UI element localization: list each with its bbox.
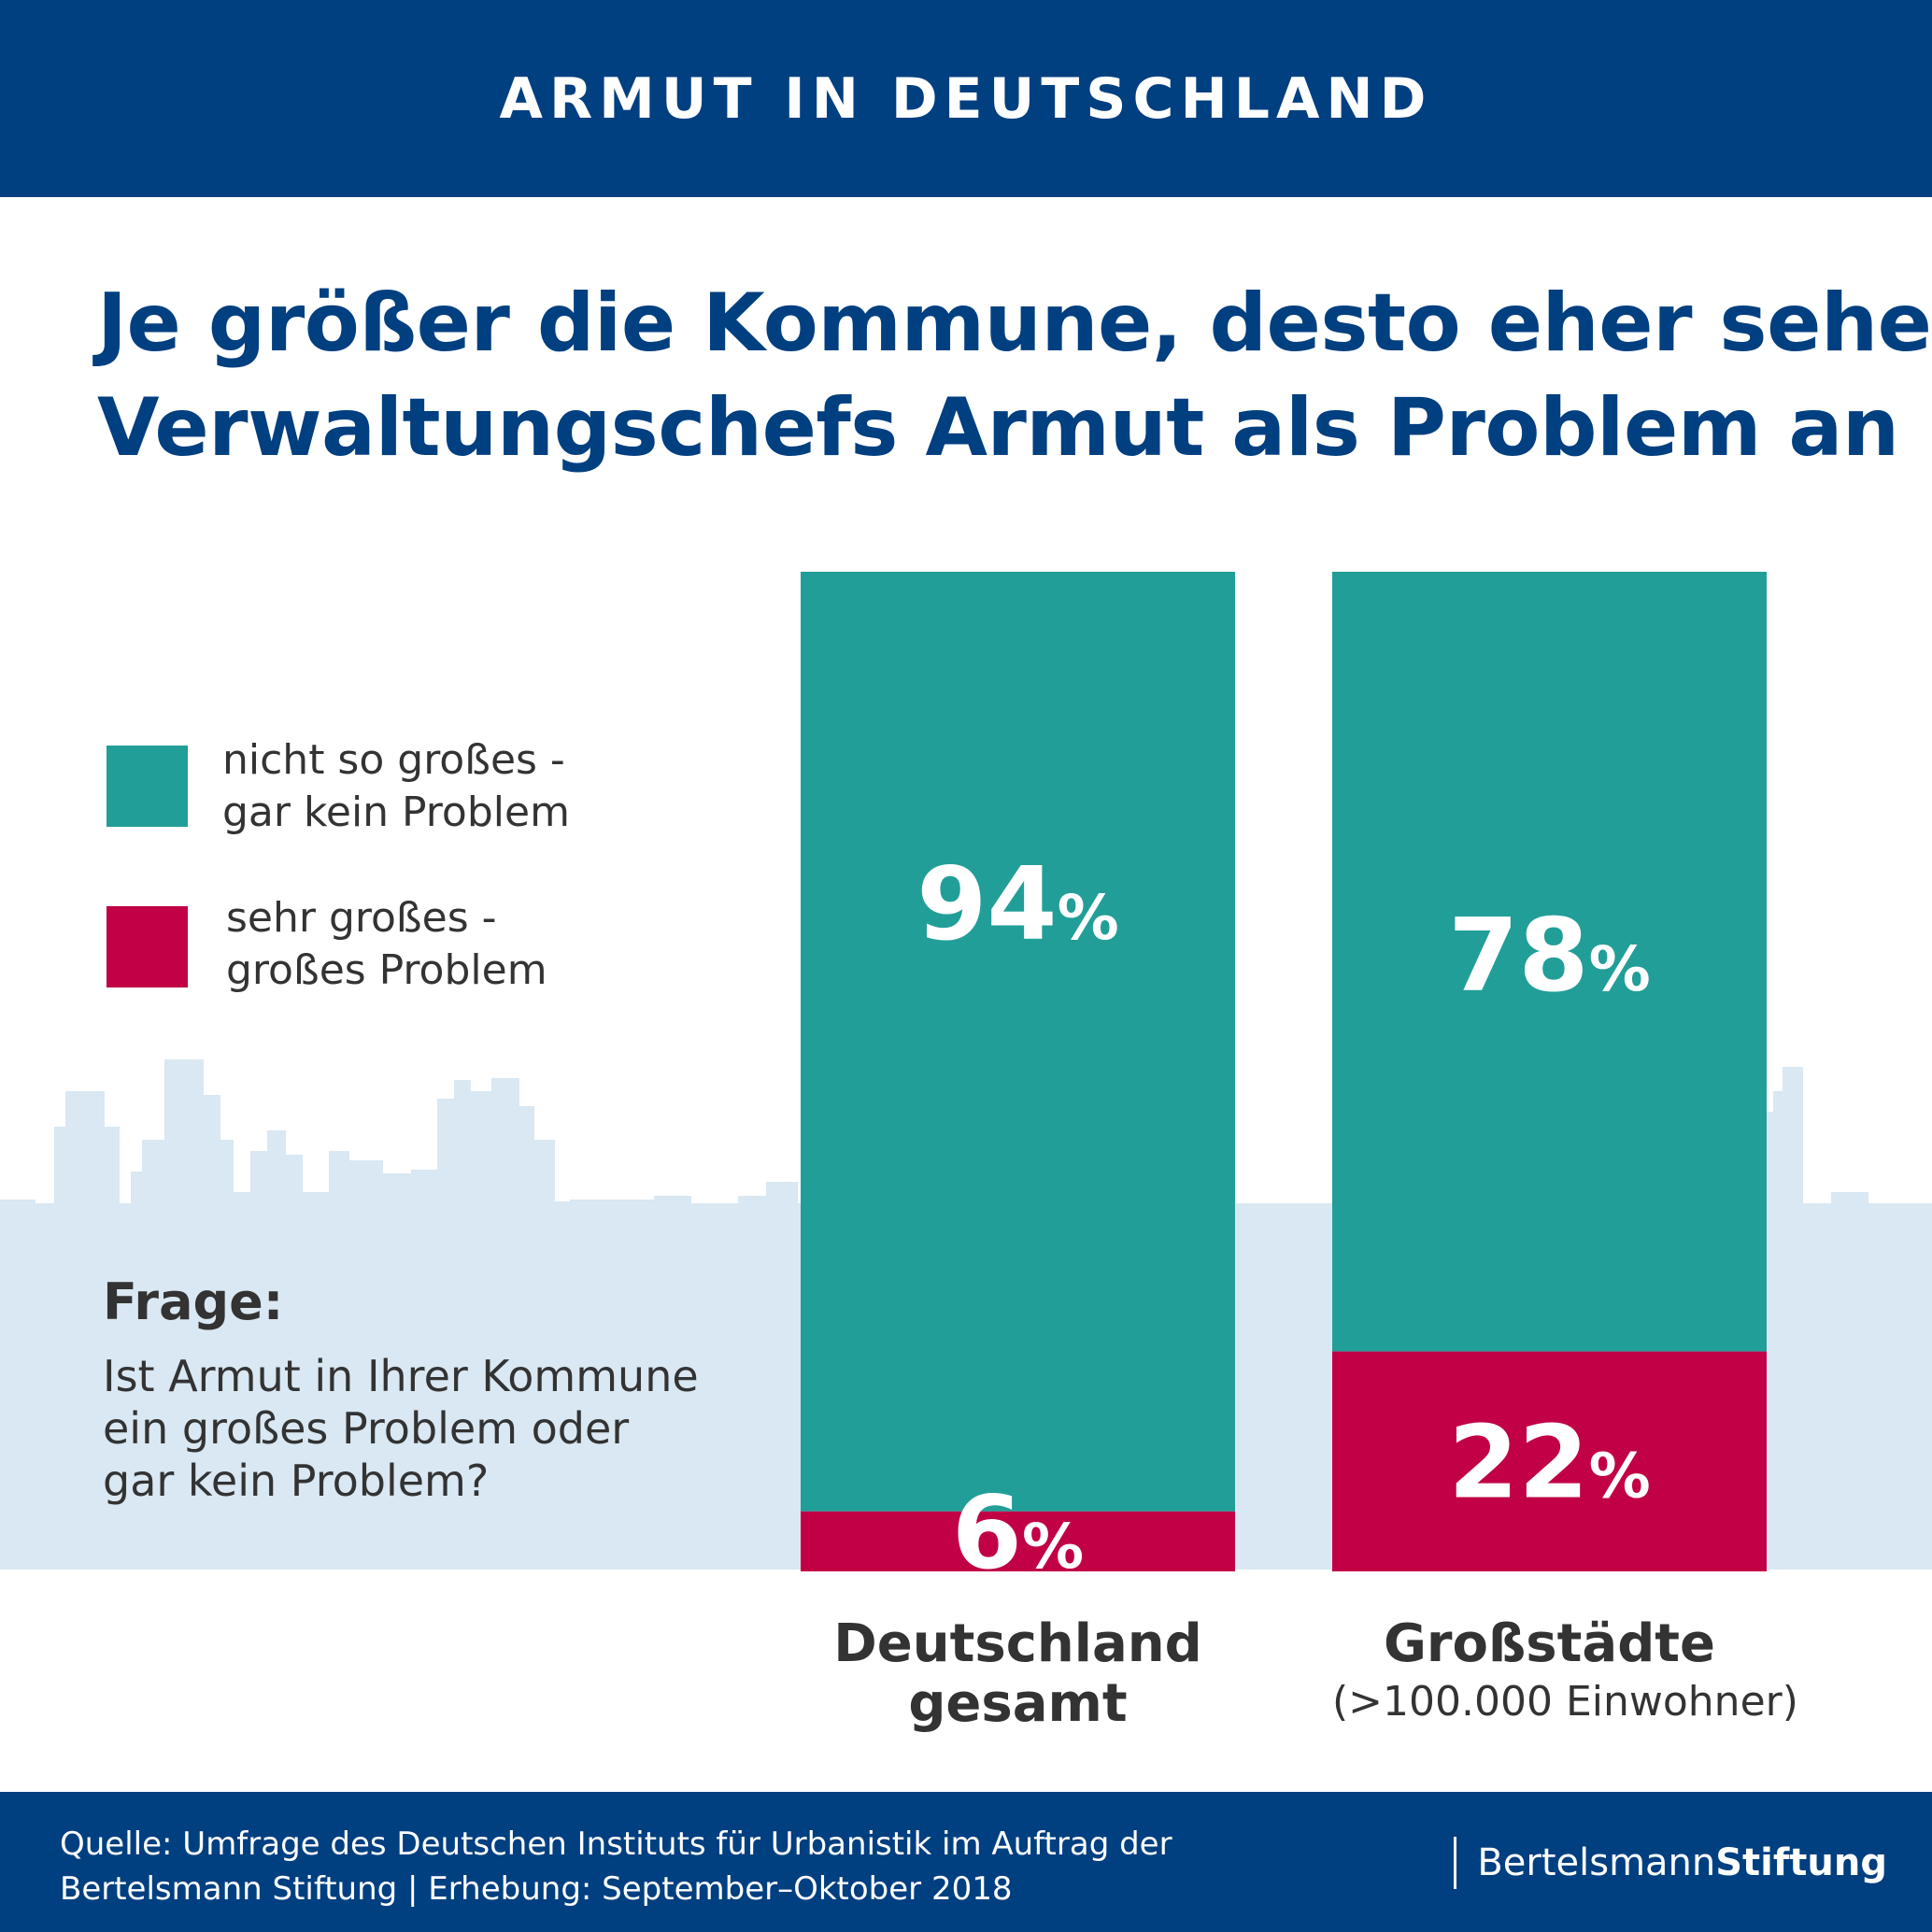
- legend-label-nicht-so-grosses: nicht so großes - gar kein Problem: [222, 736, 570, 836]
- bar-segment-upper-1: [1332, 572, 1767, 1352]
- bar-segment-lower-1: [1332, 1351, 1767, 1571]
- headline-line-2: Verwaltungschefs Armut als Problem an: [97, 381, 1899, 475]
- bertelsmann-stiftung-logo: Bertelsmann Stiftung: [1454, 1837, 1887, 1889]
- legend-swatch-sehr-grosses: [107, 906, 188, 987]
- header-banner: ARMUT IN DEUTSCHLAND: [0, 0, 1932, 197]
- footer-bar: Quelle: Umfrage des Deutschen Instituts …: [0, 1792, 1932, 1932]
- logo-divider: [1454, 1837, 1457, 1889]
- category-label-grossstaedte: Großstädte (>100.000 Einwohner): [1332, 1613, 1798, 1726]
- data-label-upper-0: 94%: [916, 846, 1118, 963]
- legend-label-sehr-grosses: sehr großes - großes Problem: [226, 894, 547, 994]
- data-label-lower-0: 6%: [952, 1475, 1084, 1592]
- headline-line-1: Je größer die Kommune, desto eher sehen: [97, 277, 1932, 370]
- bar-segment-upper-0: [801, 572, 1235, 1512]
- source-note: Quelle: Umfrage des Deutschen Instituts …: [60, 1825, 1172, 1908]
- question-label: Frage:: [103, 1272, 284, 1331]
- legend-swatch-nicht-so-grosses: [107, 746, 188, 827]
- question-text: Ist Armut in Ihrer Kommune ein großes Pr…: [103, 1351, 699, 1506]
- data-label-lower-1: 22%: [1448, 1404, 1650, 1521]
- header-title: ARMUT IN DEUTSCHLAND: [499, 65, 1433, 132]
- bar-segment-lower-0: [801, 1511, 1235, 1571]
- chart-headline: Je größer die Kommune, desto eher sehen …: [97, 271, 1932, 480]
- data-label-upper-1: 78%: [1448, 898, 1650, 1015]
- category-label-deutschland: Deutschland gesamt: [833, 1613, 1202, 1734]
